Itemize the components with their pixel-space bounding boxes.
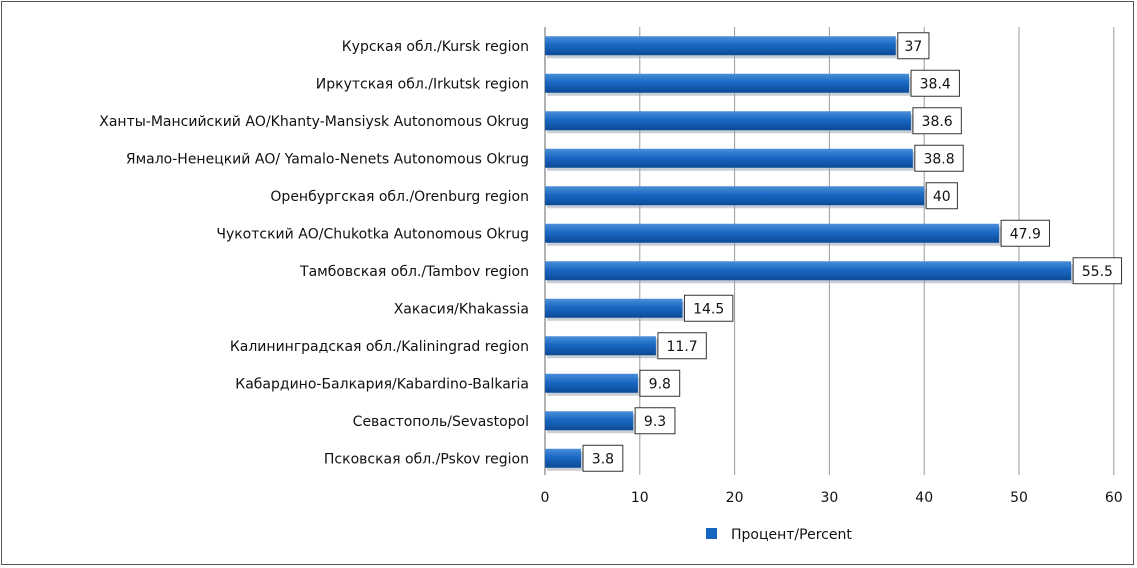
data-label-box: [912, 107, 962, 135]
category-label: Псковская обл./Pskov region: [324, 451, 529, 467]
bar: [545, 148, 913, 168]
data-label-box: [914, 144, 964, 172]
category-label: Курская обл./Kursk region: [342, 39, 529, 55]
data-label-box: [634, 407, 676, 435]
x-tick-label: 60: [1105, 490, 1123, 506]
data-label-box: [910, 69, 960, 97]
bar: [545, 223, 1000, 243]
category-label: Калининградская обл./Kaliningrad region: [230, 339, 529, 355]
data-label: 3.8: [592, 451, 614, 467]
category-label: Хакасия/Khakassia: [394, 301, 529, 317]
x-tick-label: 20: [726, 490, 744, 506]
data-label-box: [639, 369, 681, 397]
category-label: Тамбовская обл./Tambov region: [299, 264, 529, 280]
data-label-box: [897, 32, 930, 60]
x-axis-ticks: 0 10 20 30 40 50 60: [541, 490, 1123, 506]
bars: [545, 36, 1074, 471]
data-label: 9.8: [649, 376, 671, 392]
data-label: 9.3: [644, 414, 666, 430]
category-label: Ямало-Ненецкий АО/ Yamalo-Nenets Autonom…: [126, 151, 529, 167]
category-label: Ханты-Мансийский АО/Khanty-Mansiysk Auto…: [99, 114, 529, 130]
bar: [545, 373, 638, 393]
data-label-box: [683, 294, 734, 322]
gridlines: [544, 27, 1115, 475]
x-tick-label: 40: [915, 490, 933, 506]
bar: [545, 186, 925, 206]
category-label: Иркутская обл./Irkutsk region: [316, 76, 529, 92]
x-tick-label: 0: [541, 490, 550, 506]
bar: [545, 261, 1072, 281]
bar: [545, 36, 896, 56]
legend-swatch: [706, 528, 717, 539]
data-label-box: [925, 182, 958, 210]
category-labels: Курская обл./Kursk region Иркутская обл./…: [99, 39, 529, 468]
bar: [545, 111, 911, 131]
data-label: 38.4: [920, 76, 951, 92]
data-label-box: [1072, 257, 1123, 285]
bar: [545, 73, 910, 93]
legend: Процент/Percent: [706, 527, 852, 543]
data-label: 40: [933, 189, 951, 205]
data-label: 38.8: [923, 151, 954, 167]
data-label: 55.5: [1082, 264, 1113, 280]
data-label-box: [1000, 219, 1050, 247]
legend-label: Процент/Percent: [731, 527, 852, 543]
category-label: Севастополь/Sevastopol: [353, 414, 529, 430]
x-tick-label: 10: [631, 490, 649, 506]
data-label-box: [657, 332, 707, 360]
category-label: Оренбургская обл./Orenburg region: [270, 189, 529, 205]
data-label: 14.5: [693, 301, 724, 317]
data-label: 38.6: [922, 114, 953, 130]
data-label: 37: [904, 39, 922, 55]
x-tick-label: 50: [1010, 490, 1028, 506]
bar: [545, 411, 634, 431]
bar: [545, 448, 582, 468]
category-label: Чукотский АО/Chukotka Autonomous Okrug: [216, 226, 529, 242]
data-label: 47.9: [1010, 226, 1041, 242]
data-label: 11.7: [667, 339, 698, 355]
category-label: Кабардино-Балкария/Kabardino-Balkaria: [235, 376, 529, 392]
data-label-box: [582, 444, 624, 472]
data-labels: 37 38.4 38.6 38.8 40 47.9 55.5 14.5 11.7 9.8 9.3 3.…: [582, 32, 1123, 472]
x-tick-label: 30: [820, 490, 838, 506]
bar: [545, 336, 656, 356]
bar: [545, 298, 683, 318]
